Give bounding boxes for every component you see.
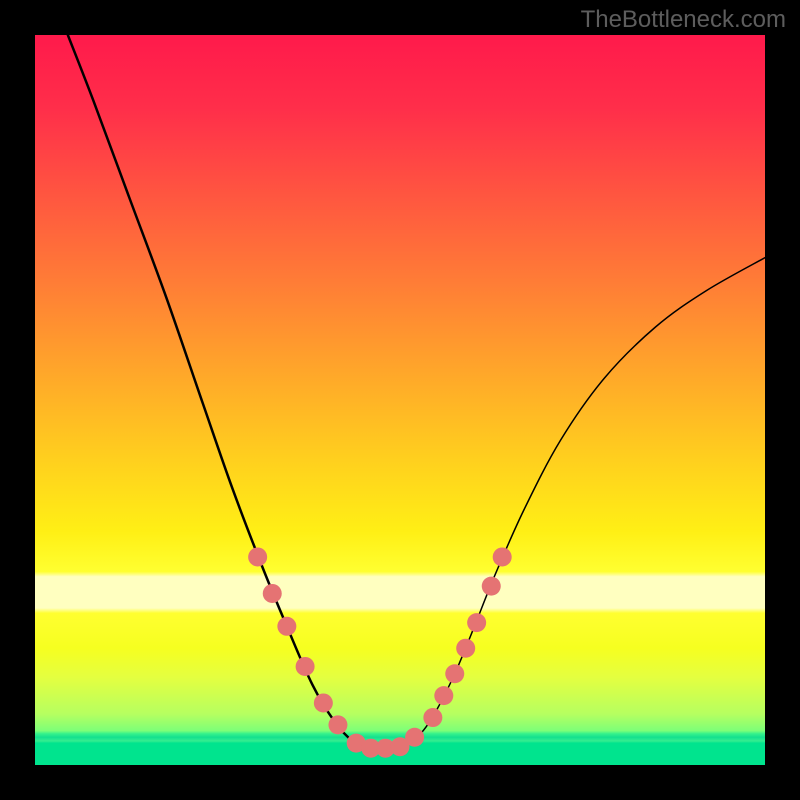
plot-area <box>35 35 765 765</box>
chart-frame: TheBottleneck.com <box>0 0 800 800</box>
watermark-text: TheBottleneck.com <box>581 6 786 34</box>
gradient-background <box>35 35 765 765</box>
